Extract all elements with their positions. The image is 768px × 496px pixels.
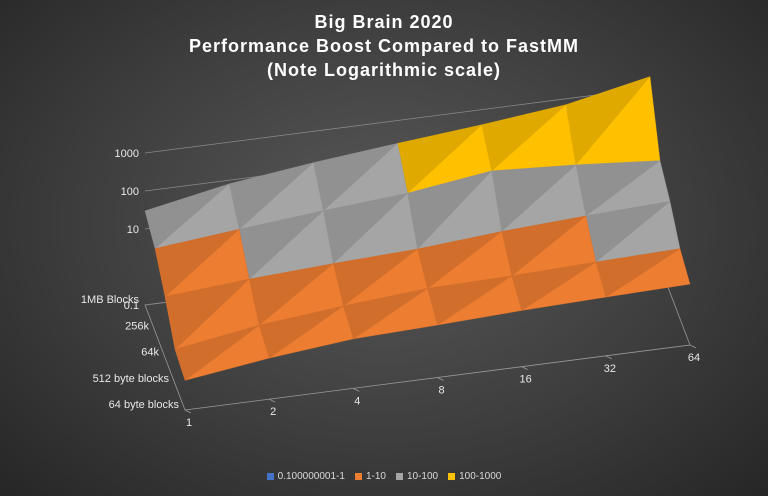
legend: 0.100000001-1 1-10 10-100 100-1000: [0, 471, 768, 482]
value-tick-label: 0.1: [124, 300, 139, 312]
x-tick-mark-1: [268, 398, 276, 403]
block-size-tick-label: 512 byte blocks: [93, 373, 170, 385]
block-size-tick-label: 256k: [125, 320, 149, 332]
legend-item: 1-10: [354, 471, 386, 482]
legend-swatch: [448, 473, 456, 480]
legend-item: 10-100: [395, 471, 439, 482]
legend-swatch: [354, 473, 362, 480]
thread-tick-label: 32: [604, 363, 616, 375]
axis-labels: 1 2 4 8 16 32 64 64 byte blocks 512 byte blocks 6…: [81, 148, 700, 429]
value-tick-label: 100: [121, 186, 139, 198]
legend-swatch: [395, 473, 403, 480]
legend-label: 0.100000001-1: [277, 471, 345, 482]
x-tick-mark-2: [353, 387, 360, 392]
thread-tick-label: 1: [186, 417, 192, 429]
thread-tick-label: 4: [354, 395, 360, 407]
value-tick-label: 1000: [115, 148, 139, 160]
surface-facet-0-2-b: [154, 228, 240, 298]
z-gridline-3: [144, 87, 651, 154]
legend-label: 10-100: [406, 471, 439, 482]
chart-title-line-2: Performance Boost Compared to FastMM: [188, 36, 580, 56]
chart-title-line-3: (Note Logarithmic scale): [266, 60, 502, 80]
surface-facet-0-3-b: [144, 183, 230, 249]
legend-label: 1-10: [365, 471, 386, 482]
legend-item: 0.100000001-1: [266, 471, 345, 482]
chart-title-line-1: Big Brain 2020: [314, 12, 454, 32]
thread-tick-label: 8: [438, 385, 444, 397]
legend-label: 100-1000: [459, 471, 502, 482]
legend-item: 100-1000: [448, 471, 501, 482]
block-size-tick-label: 1MB Blocks: [81, 294, 140, 306]
x-tick-mark-0: [184, 409, 192, 414]
surface-mesh: [144, 76, 691, 381]
block-size-tick-label: 64 byte blocks: [109, 399, 180, 411]
block-size-tick-label: 64k: [141, 347, 159, 359]
thread-tick-label: 2: [270, 406, 276, 418]
x-tick-mark-3: [437, 377, 444, 381]
chart-title: Big Brain 2020 Performance Boost Compare…: [0, 10, 768, 82]
x-tick-mark-4: [521, 366, 528, 371]
value-tick-label: 10: [127, 224, 139, 236]
thread-tick-label: 64: [688, 352, 700, 364]
legend-swatch: [266, 473, 274, 480]
x-tick-mark-5: [605, 355, 613, 360]
surface-facet-0-0-b: [174, 325, 260, 381]
surface-facet-0-1-b: [164, 278, 250, 350]
x-tick-mark-6: [689, 344, 697, 349]
thread-tick-label: 16: [520, 374, 532, 386]
